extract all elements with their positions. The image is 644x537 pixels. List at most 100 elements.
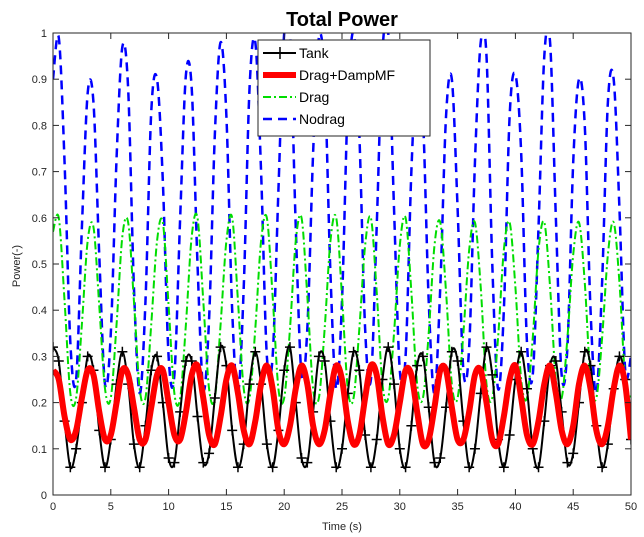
data-point-tank bbox=[435, 453, 446, 464]
x-tick-label: 25 bbox=[336, 501, 348, 513]
data-point-tank bbox=[412, 360, 423, 371]
data-point-tank bbox=[417, 351, 428, 362]
data-point-tank bbox=[481, 342, 492, 353]
data-point-tank bbox=[209, 392, 220, 403]
data-point-tank bbox=[319, 356, 330, 367]
data-point-tank bbox=[389, 379, 400, 390]
legend-label-nodrag: Nodrag bbox=[299, 111, 345, 127]
legend-label-tank: Tank bbox=[299, 45, 330, 61]
y-tick-label: 0.9 bbox=[32, 74, 47, 86]
y-tick-label: 0.6 bbox=[32, 213, 47, 225]
series-drag bbox=[53, 212, 631, 408]
data-point-tank bbox=[562, 457, 573, 468]
data-point-tank bbox=[394, 443, 405, 454]
x-tick-label: 20 bbox=[278, 501, 290, 513]
series-tank bbox=[53, 342, 631, 473]
data-point-tank bbox=[134, 462, 145, 473]
axes-layer: 0 5 10 15 20 25 30 35 40 45 50 0 0.1 0.2 0.3 0.4 0.5 0.6 0… bbox=[32, 28, 637, 513]
data-point-tank bbox=[452, 356, 463, 367]
data-point-tank bbox=[186, 356, 197, 367]
data-point-tank bbox=[117, 346, 128, 357]
data-point-tank bbox=[533, 462, 544, 473]
data-point-tank bbox=[163, 453, 174, 464]
data-point-tank bbox=[400, 462, 411, 473]
data-point-tank bbox=[100, 462, 111, 473]
data-point-tank bbox=[71, 443, 82, 454]
x-tick-label: 10 bbox=[162, 501, 174, 513]
y-tick-label: 0 bbox=[41, 490, 47, 502]
data-point-tank bbox=[429, 457, 440, 468]
data-point-tank bbox=[469, 443, 480, 454]
data-point-tank bbox=[146, 365, 157, 376]
data-point-tank bbox=[82, 351, 93, 362]
y-tick-label: 1 bbox=[41, 28, 47, 40]
data-point-tank bbox=[296, 453, 307, 464]
series-drag-dampmf bbox=[53, 361, 631, 450]
data-point-tank bbox=[53, 356, 64, 367]
data-point-tank bbox=[614, 351, 625, 362]
data-point-tank bbox=[227, 425, 238, 436]
y-tick-label: 0.7 bbox=[32, 167, 47, 179]
data-point-tank bbox=[504, 429, 515, 440]
data-point-tank bbox=[232, 462, 243, 473]
data-point-tank bbox=[348, 346, 359, 357]
x-tick-label: 45 bbox=[567, 501, 579, 513]
data-point-tank bbox=[204, 448, 215, 459]
x-tick-label: 35 bbox=[451, 501, 463, 513]
data-point-tank bbox=[267, 462, 278, 473]
data-point-tank bbox=[313, 351, 324, 362]
data-point-tank bbox=[568, 448, 579, 459]
x-tick-label: 30 bbox=[394, 501, 406, 513]
y-tick-label: 0.3 bbox=[32, 351, 47, 363]
data-point-tank bbox=[487, 369, 498, 380]
data-point-tank bbox=[279, 365, 290, 376]
data-point-tank bbox=[331, 462, 342, 473]
data-point-tank bbox=[284, 342, 295, 353]
data-point-tank bbox=[250, 346, 261, 357]
data-point-tank bbox=[516, 346, 527, 357]
y-tick-label: 0.1 bbox=[32, 444, 47, 456]
chart-title: Total Power bbox=[286, 9, 398, 31]
data-point-tank bbox=[464, 462, 475, 473]
data-point-tank bbox=[198, 457, 209, 468]
data-point-tank bbox=[337, 443, 347, 454]
data-point-tank bbox=[579, 346, 590, 357]
data-point-tank bbox=[65, 462, 76, 473]
data-point-tank bbox=[365, 462, 376, 473]
y-tick-label: 0.8 bbox=[32, 120, 47, 132]
y-axis-label: Power(-) bbox=[11, 245, 23, 287]
data-point-tank bbox=[406, 420, 417, 431]
data-point-tank bbox=[128, 439, 139, 450]
legend-label-drag: Drag bbox=[299, 89, 329, 105]
data-point-tank bbox=[498, 462, 509, 473]
data-point-tank bbox=[152, 351, 163, 362]
data-point-tank bbox=[354, 365, 365, 376]
x-tick-label: 50 bbox=[625, 501, 637, 513]
x-axis-label: Time (s) bbox=[322, 521, 362, 533]
data-point-tank bbox=[302, 457, 313, 468]
data-point-tank bbox=[371, 434, 382, 445]
data-point-tank bbox=[383, 342, 394, 353]
series-layer bbox=[53, 33, 631, 473]
data-point-tank bbox=[53, 342, 58, 353]
data-point-tank bbox=[446, 346, 457, 357]
x-tick-label: 0 bbox=[50, 501, 56, 513]
data-point-tank bbox=[521, 383, 532, 394]
data-point-tank bbox=[261, 439, 272, 450]
x-tick-label: 5 bbox=[108, 501, 114, 513]
series-line-drag bbox=[53, 212, 631, 408]
x-tick-label: 40 bbox=[509, 501, 521, 513]
legend: Tank Drag+DampMF Drag Nodrag bbox=[257, 39, 431, 137]
data-point-tank bbox=[626, 434, 631, 445]
data-point-tank bbox=[244, 379, 255, 390]
data-point-tank bbox=[550, 356, 561, 367]
y-tick-label: 0.5 bbox=[32, 259, 47, 271]
data-point-tank bbox=[597, 462, 608, 473]
y-tick-label: 0.2 bbox=[32, 398, 47, 410]
legend-label-drag-dampmf: Drag+DampMF bbox=[299, 67, 395, 83]
series-line-drag-dampmf bbox=[53, 361, 631, 450]
data-point-tank bbox=[169, 457, 180, 468]
data-point-tank bbox=[192, 411, 203, 422]
